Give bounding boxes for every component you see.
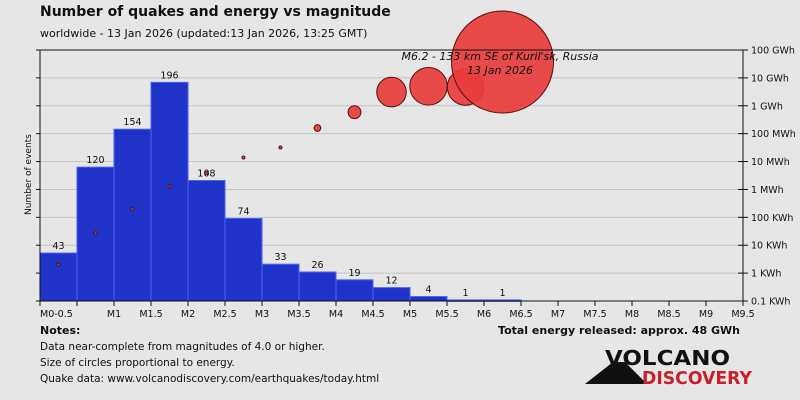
histogram-bar bbox=[372, 287, 411, 302]
x-tick-label: M7 bbox=[551, 309, 565, 320]
energy-circle bbox=[313, 124, 322, 132]
energy-circle bbox=[278, 145, 283, 150]
bar-count-label: 26 bbox=[311, 260, 323, 271]
histogram-bar bbox=[39, 252, 78, 302]
energy-circle bbox=[204, 170, 209, 175]
histogram-bar bbox=[187, 180, 226, 302]
chart-title: Number of quakes and energy vs magnitude bbox=[40, 4, 391, 20]
energy-circle bbox=[409, 67, 448, 106]
bar-count-label: 120 bbox=[86, 155, 104, 166]
energy-circle bbox=[130, 206, 135, 211]
bar-count-label: 33 bbox=[274, 252, 286, 263]
note-line: Size of circles proportional to energy. bbox=[40, 357, 235, 369]
energy-tick-label: 10 GWh bbox=[751, 73, 789, 84]
bar-count-label: 1 bbox=[499, 288, 505, 299]
energy-tick-label: 10 KWh bbox=[751, 241, 787, 252]
note-line: Data near-complete from magnitudes of 4.… bbox=[40, 341, 325, 353]
bar-count-label: 43 bbox=[52, 241, 64, 252]
note-line: Quake data: www.volcanodiscovery.com/ear… bbox=[40, 373, 380, 385]
histogram-bar bbox=[150, 81, 189, 302]
x-tick-label: M2 bbox=[181, 309, 195, 320]
x-tick-label: M8 bbox=[625, 309, 639, 320]
bar-count-label: 196 bbox=[160, 70, 178, 81]
bar-count-label: 154 bbox=[123, 117, 141, 128]
x-tick-label: M7.5 bbox=[583, 309, 606, 320]
energy-circle bbox=[241, 155, 246, 160]
x-tick-label: M9 bbox=[699, 309, 713, 320]
energy-tick-label: 1 GWh bbox=[751, 101, 783, 112]
x-tick-label: M4 bbox=[329, 309, 343, 320]
bar-count-label: 19 bbox=[348, 268, 360, 279]
annotation-line1: M6.2 - 133 km SE of Kuril'sk, Russia bbox=[401, 50, 598, 63]
notes-heading: Notes: bbox=[40, 324, 81, 337]
x-tick-label: M1 bbox=[107, 309, 121, 320]
energy-tick-label: 10 MWh bbox=[751, 157, 790, 168]
svg-text:VOLCANO: VOLCANO bbox=[605, 348, 730, 370]
volcanodiscovery-logo[interactable]: VOLCANO DISCOVERY bbox=[585, 348, 755, 388]
energy-tick-label: 100 GWh bbox=[751, 46, 795, 57]
x-tick-label: M5.5 bbox=[435, 309, 458, 320]
x-tick-label: M6.5 bbox=[509, 309, 532, 320]
energy-tick-label: 1 KWh bbox=[751, 269, 781, 280]
svg-text:DISCOVERY: DISCOVERY bbox=[642, 368, 753, 388]
x-tick-label: M6 bbox=[477, 309, 491, 320]
x-tick-label: M2.5 bbox=[213, 309, 236, 320]
bar-count-label: 74 bbox=[237, 206, 249, 217]
x-tick-label: M8.5 bbox=[657, 309, 680, 320]
histogram-bar bbox=[409, 296, 448, 302]
histogram-bar bbox=[335, 279, 374, 302]
x-tick-label: M4.5 bbox=[361, 309, 384, 320]
total-energy: Total energy released: approx. 48 GWh bbox=[498, 324, 740, 337]
histogram-bar bbox=[298, 271, 337, 302]
histogram-bar bbox=[261, 263, 300, 302]
annotation-line2: 13 Jan 2026 bbox=[467, 64, 533, 77]
histogram-bar bbox=[113, 128, 152, 302]
energy-tick-label: 0.1 KWh bbox=[751, 297, 790, 308]
x-tick-label: M9.5 bbox=[731, 309, 754, 320]
y-axis-label: Number of events bbox=[24, 134, 34, 215]
energy-circle bbox=[347, 105, 362, 120]
energy-circle bbox=[93, 231, 98, 236]
x-tick-label: M1.5 bbox=[139, 309, 162, 320]
x-tick-label: M3 bbox=[255, 309, 269, 320]
bar-count-label: 12 bbox=[385, 276, 397, 287]
x-tick-label: M3.5 bbox=[287, 309, 310, 320]
bar-count-label: 4 bbox=[425, 285, 431, 296]
energy-circle bbox=[451, 10, 554, 114]
bar-count-label: 1 bbox=[462, 288, 468, 299]
energy-circle bbox=[167, 184, 172, 189]
energy-circle bbox=[56, 262, 61, 267]
energy-circle bbox=[376, 76, 407, 108]
chart-subtitle: worldwide - 13 Jan 2026 (updated:13 Jan … bbox=[40, 27, 368, 40]
energy-tick-label: 1 MWh bbox=[751, 185, 784, 196]
energy-tick-label: 100 KWh bbox=[751, 213, 793, 224]
x-tick-label: M0-0.5 bbox=[40, 309, 73, 320]
histogram-bar bbox=[224, 217, 263, 302]
x-tick-label: M5 bbox=[403, 309, 417, 320]
energy-tick-label: 100 MWh bbox=[751, 129, 796, 140]
